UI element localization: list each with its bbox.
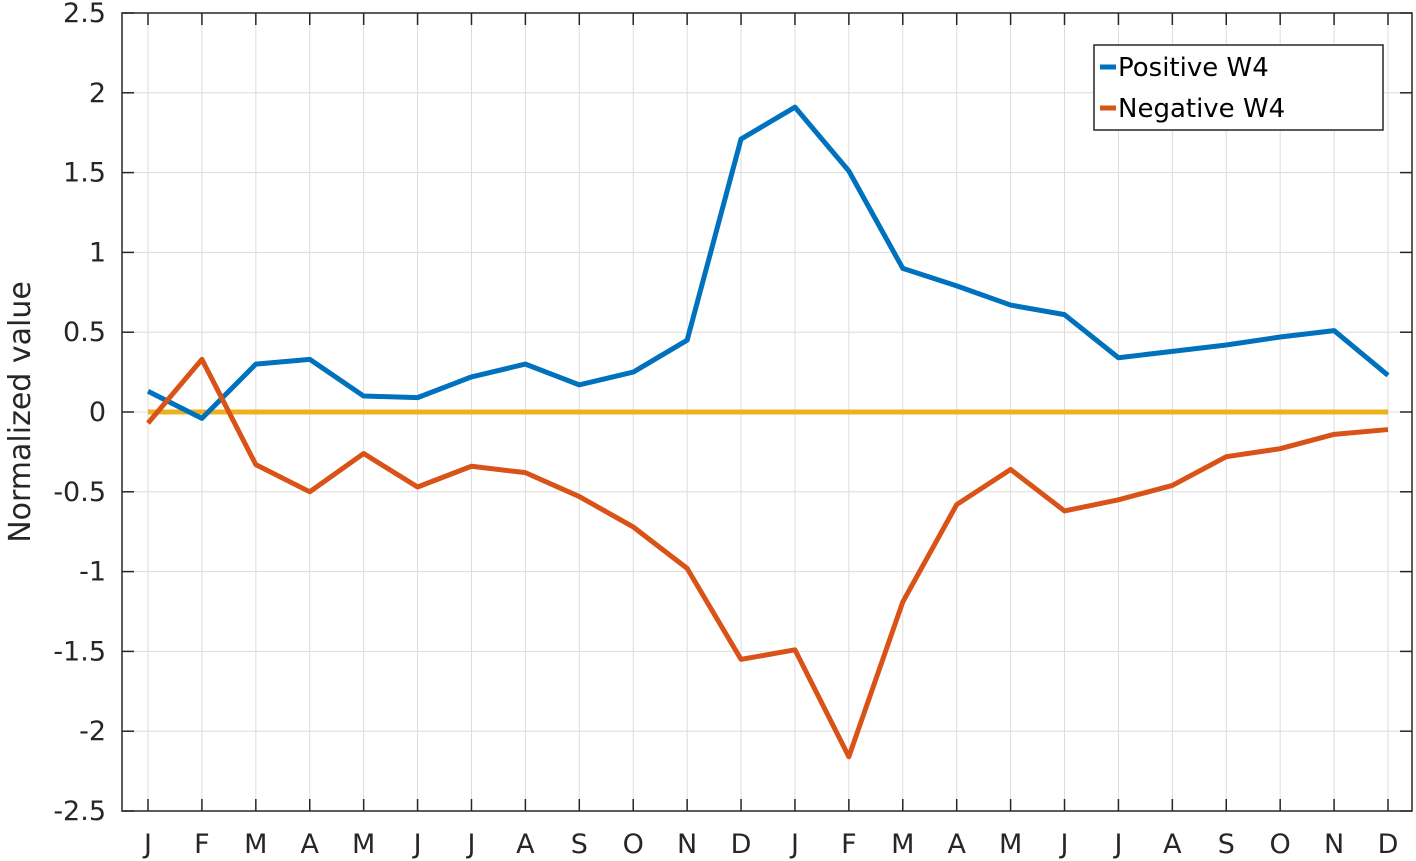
x-tick-label: O	[1270, 829, 1291, 860]
x-tick-label: J	[142, 829, 152, 860]
x-tick-label: M	[891, 829, 914, 860]
plot-series	[146, 104, 1390, 760]
y-tick-label: 2	[89, 78, 106, 109]
x-tick-label: S	[571, 829, 588, 860]
y-tick-label: -2	[79, 716, 106, 747]
x-tick-label: J	[789, 829, 799, 860]
y-tick-labels: 2.5 2 1.5 1 0.5 0 -0.5 -1 -1.5 -2 -2.5	[53, 0, 106, 827]
y-tick-label: -0.5	[53, 477, 106, 508]
y-tick-label: 0	[89, 397, 106, 428]
axis-ticks	[122, 12, 1412, 812]
x-tick-label: F	[194, 829, 210, 860]
y-tick-label: 1.5	[63, 158, 106, 189]
x-tick-label: N	[1324, 829, 1344, 860]
x-tick-label: A	[300, 829, 319, 860]
x-tick-label: S	[1218, 829, 1235, 860]
x-tick-label: O	[623, 829, 644, 860]
y-axis-label: Normalized value	[3, 281, 38, 543]
x-tick-label: M	[352, 829, 375, 860]
x-tick-label: J	[1112, 829, 1122, 860]
y-tick-label: 2.5	[63, 0, 106, 29]
x-tick-label: A	[516, 829, 535, 860]
x-tick-label: D	[1378, 829, 1399, 860]
x-tick-label: M	[999, 829, 1022, 860]
y-tick-label: -2.5	[53, 796, 106, 827]
x-tick-label: J	[1059, 829, 1069, 860]
legend-label-positive-w4: Positive W4	[1118, 53, 1269, 83]
y-tick-label: 1	[89, 237, 106, 268]
y-tick-label: 0.5	[63, 317, 106, 348]
legend: Positive W4 Negative W4	[1093, 44, 1384, 131]
x-tick-label: D	[731, 829, 752, 860]
y-tick-label: -1.5	[53, 636, 106, 667]
x-tick-label: N	[677, 829, 697, 860]
x-tick-label: M	[244, 829, 267, 860]
legend-label-negative-w4: Negative W4	[1118, 94, 1285, 124]
series-line-positive-w4	[146, 104, 1390, 421]
x-tick-label: J	[465, 829, 475, 860]
x-tick-label: F	[841, 829, 857, 860]
series-line-negative-w4	[146, 356, 1389, 760]
y-tick-label: -1	[79, 557, 106, 588]
x-tick-label: J	[412, 829, 422, 860]
legend-box	[1093, 44, 1384, 131]
x-tick-label: A	[1163, 829, 1182, 860]
x-tick-label: A	[947, 829, 966, 860]
